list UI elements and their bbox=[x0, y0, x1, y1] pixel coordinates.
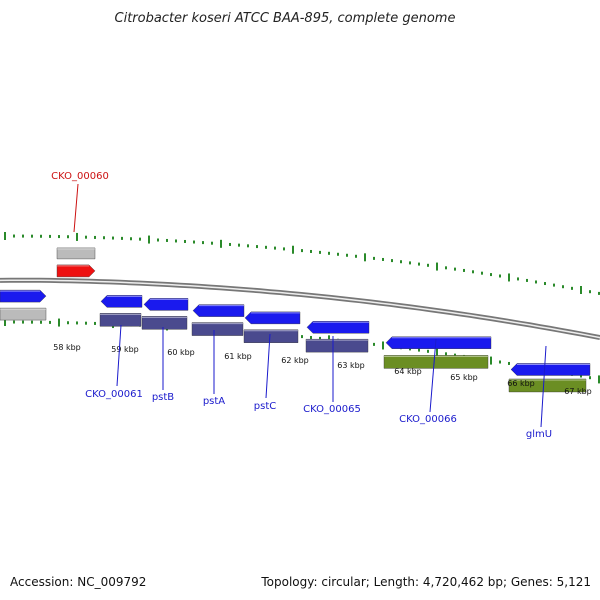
gene-CKO_00061-cds bbox=[100, 295, 143, 308]
map-title: Citrobacter koseri ATCC BAA-895, complet… bbox=[115, 11, 456, 26]
gene-label-pstC: pstC bbox=[254, 401, 276, 412]
protein-CKO_00065 bbox=[305, 338, 369, 353]
gene-label-pstB: pstB bbox=[152, 392, 174, 403]
gene-label-CKO_00061: CKO_00061 bbox=[85, 389, 143, 400]
gene-glmU-cds bbox=[510, 363, 591, 376]
gene-labels: CKO_00060 CKO_00061 pstB pstA pstC CKO_00065 C… bbox=[51, 171, 552, 440]
kbp-label: 64 kbp bbox=[394, 367, 422, 376]
gene-CKO_00065-cds bbox=[306, 321, 370, 334]
leader-line-CKO_00060 bbox=[73, 183, 79, 233]
gene-left-edge-grey bbox=[0, 307, 47, 321]
gene-label-CKO_00060: CKO_00060 bbox=[51, 171, 109, 182]
kbp-label: 67 kbp bbox=[564, 387, 592, 396]
kbp-label: 66 kbp bbox=[507, 379, 535, 388]
kbp-label: 60 kbp bbox=[167, 348, 195, 357]
protein-pstA bbox=[191, 322, 244, 336]
protein-glmU bbox=[508, 378, 587, 393]
leader-line-CKO_00066 bbox=[429, 338, 437, 413]
leader-line-CKO_00061 bbox=[116, 324, 122, 387]
leader-line-glmU bbox=[540, 345, 547, 428]
kbp-label: 58 kbp bbox=[53, 343, 81, 352]
gene-pstB-cds bbox=[143, 298, 189, 311]
feature-tracks bbox=[0, 247, 591, 393]
kbp-scale-labels: 58 kbp 59 kbp 60 kbp 61 kbp 62 kbp 63 kbp 64 k… bbox=[53, 343, 592, 396]
gene-left-edge-cds bbox=[0, 289, 47, 303]
gene-pstC-cds bbox=[244, 311, 301, 325]
protein-pstC bbox=[243, 329, 299, 343]
protein-CKO_00066 bbox=[383, 355, 489, 369]
gene-label-CKO_00066: CKO_00066 bbox=[399, 414, 457, 425]
leader-line-pstC bbox=[265, 333, 271, 399]
genome-summary-text: Topology: circular; Length: 4,720,462 bp… bbox=[260, 575, 591, 589]
kbp-label: 62 kbp bbox=[281, 356, 309, 365]
gene-CKO_00060-grey bbox=[56, 247, 96, 260]
inner-tick-ring bbox=[4, 318, 600, 384]
kbp-label: 65 kbp bbox=[450, 373, 478, 382]
kbp-label: 61 kbp bbox=[224, 352, 252, 361]
backbone-highlight bbox=[0, 279, 600, 339]
gene-label-pstA: pstA bbox=[203, 396, 225, 407]
backbone-line bbox=[0, 277, 600, 341]
accession-text: Accession: NC_009792 bbox=[10, 575, 146, 589]
kbp-label: 63 kbp bbox=[337, 361, 365, 370]
protein-pstB bbox=[141, 316, 188, 330]
kbp-label: 59 kbp bbox=[111, 345, 139, 354]
genome-backbone bbox=[0, 277, 600, 341]
outer-tick-ring bbox=[4, 232, 600, 295]
gene-label-CKO_00065: CKO_00065 bbox=[303, 404, 361, 415]
gene-pstA-cds bbox=[192, 304, 245, 317]
gene-CKO_00066-cds bbox=[385, 336, 492, 349]
gene-label-glmU: glmU bbox=[526, 429, 552, 440]
protein-CKO_00061 bbox=[99, 313, 142, 327]
gene-CKO_00060-cds bbox=[56, 264, 96, 278]
